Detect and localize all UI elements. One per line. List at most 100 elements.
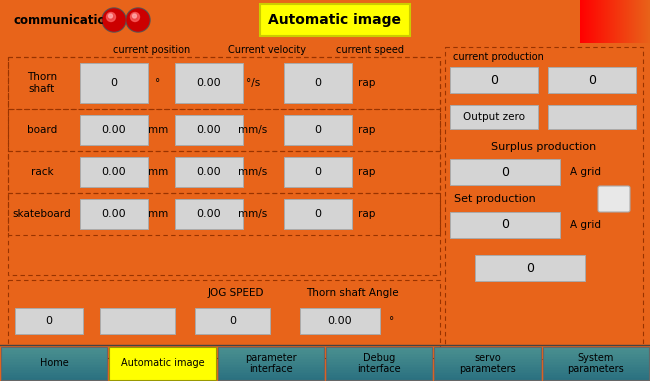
Text: current position: current position: [113, 45, 190, 55]
Text: °: °: [155, 78, 161, 88]
Bar: [582, 0, 583, 43]
Text: 0: 0: [315, 209, 322, 219]
FancyBboxPatch shape: [548, 105, 636, 129]
Bar: [592, 0, 593, 43]
Bar: [591, 0, 592, 43]
Bar: [1, 360, 107, 362]
Bar: [434, 378, 541, 381]
Bar: [587, 0, 588, 43]
Text: mm: mm: [148, 125, 168, 135]
Bar: [434, 360, 541, 362]
Text: mm/s: mm/s: [239, 167, 268, 177]
Bar: [218, 377, 324, 379]
Bar: [640, 0, 641, 43]
Bar: [581, 0, 582, 43]
Bar: [434, 349, 541, 351]
Bar: [543, 352, 649, 354]
Bar: [637, 0, 638, 43]
Text: 0: 0: [588, 74, 596, 86]
Bar: [218, 347, 324, 380]
Text: 0: 0: [315, 125, 322, 135]
Bar: [632, 0, 633, 43]
Bar: [218, 349, 324, 351]
Bar: [636, 0, 637, 43]
Bar: [326, 373, 432, 376]
Bar: [1, 354, 107, 356]
FancyBboxPatch shape: [548, 67, 636, 93]
FancyBboxPatch shape: [450, 67, 538, 93]
Bar: [434, 372, 541, 374]
FancyBboxPatch shape: [450, 105, 538, 129]
Bar: [602, 0, 603, 43]
Bar: [434, 355, 541, 357]
Bar: [8, 193, 440, 235]
FancyBboxPatch shape: [15, 308, 83, 334]
Bar: [543, 372, 649, 374]
Bar: [583, 0, 584, 43]
FancyBboxPatch shape: [175, 157, 243, 187]
Bar: [638, 0, 639, 43]
FancyBboxPatch shape: [100, 308, 175, 334]
Text: Thorn
shaft: Thorn shaft: [27, 72, 57, 94]
FancyBboxPatch shape: [80, 63, 148, 103]
Bar: [434, 368, 541, 371]
Bar: [643, 0, 644, 43]
Bar: [326, 350, 432, 352]
Text: 0: 0: [490, 74, 498, 86]
Bar: [434, 354, 541, 356]
Bar: [616, 0, 617, 43]
Text: 0.00: 0.00: [101, 167, 126, 177]
Bar: [445, 47, 643, 359]
Bar: [1, 347, 107, 349]
Bar: [543, 349, 649, 351]
Bar: [543, 370, 649, 372]
Bar: [218, 373, 324, 376]
Bar: [594, 0, 595, 43]
Bar: [1, 377, 107, 379]
Bar: [1, 375, 107, 377]
Bar: [580, 0, 581, 43]
Bar: [434, 370, 541, 372]
Text: rap: rap: [358, 167, 376, 177]
Bar: [326, 349, 432, 351]
Text: mm/s: mm/s: [239, 125, 268, 135]
Bar: [543, 373, 649, 376]
Bar: [644, 0, 645, 43]
FancyBboxPatch shape: [475, 255, 585, 281]
Bar: [1, 367, 107, 369]
FancyBboxPatch shape: [80, 199, 148, 229]
Bar: [326, 370, 432, 372]
Bar: [218, 362, 324, 364]
Bar: [434, 352, 541, 354]
Bar: [593, 0, 594, 43]
Bar: [627, 0, 628, 43]
Bar: [218, 359, 324, 361]
Bar: [218, 378, 324, 381]
Circle shape: [131, 13, 140, 21]
Bar: [543, 354, 649, 356]
Bar: [624, 0, 625, 43]
Bar: [8, 57, 440, 275]
Text: JOG SPEED: JOG SPEED: [208, 288, 265, 298]
Bar: [1, 373, 107, 376]
Bar: [326, 367, 432, 369]
FancyBboxPatch shape: [80, 157, 148, 187]
Bar: [543, 365, 649, 367]
Text: 0.00: 0.00: [197, 167, 221, 177]
Circle shape: [127, 9, 149, 31]
Bar: [631, 0, 632, 43]
Bar: [601, 0, 602, 43]
Bar: [634, 0, 635, 43]
Bar: [622, 0, 623, 43]
Text: current production: current production: [453, 52, 544, 62]
Text: communication: communication: [14, 13, 115, 27]
Bar: [326, 375, 432, 377]
Bar: [434, 363, 541, 366]
Text: Output zero: Output zero: [463, 112, 525, 122]
Bar: [620, 0, 621, 43]
Bar: [218, 357, 324, 359]
Bar: [543, 360, 649, 362]
FancyBboxPatch shape: [450, 159, 560, 185]
FancyBboxPatch shape: [284, 63, 352, 103]
Circle shape: [103, 9, 125, 31]
